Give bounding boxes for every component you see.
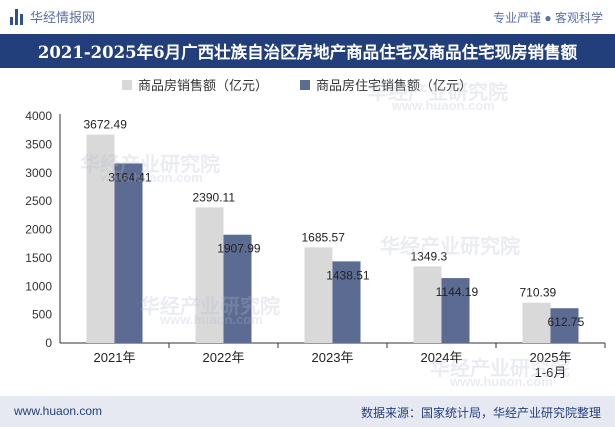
x-tick-label: 2024年 [421,350,463,365]
y-tick-label: 2000 [25,223,52,237]
bar [223,234,252,343]
data-label: 3164.41 [108,170,152,184]
footer-url[interactable]: www.huaon.com [14,404,103,418]
bar [195,207,224,343]
chart-title: 2021-2025年6月广西壮族自治区房地产商品住宅及商品住宅现房销售额 [37,43,578,62]
bar [550,308,579,343]
data-label: 2390.11 [193,190,236,204]
data-label: 1438.51 [326,268,370,282]
bar [522,302,551,343]
data-label: 1349.3 [411,249,448,263]
y-tick-label: 2500 [25,194,52,208]
data-label: 1907.99 [217,242,261,256]
data-label: 1685.57 [302,230,346,244]
brand: 华经情报网 [10,7,95,26]
data-label: 1144.19 [436,285,479,299]
y-tick-label: 1000 [25,279,52,293]
y-tick-label: 1500 [25,251,52,265]
data-label: 612.75 [548,315,585,329]
legend-label: 商品房住宅销售额（亿元） [316,78,472,93]
y-tick-label: 4000 [25,109,52,123]
legend-swatch [300,80,310,90]
bar [114,163,143,343]
top-bar: 华经情报网 专业严谨 ● 客观科学 [0,0,615,34]
x-tick-label: 1-6月 [535,365,567,380]
x-tick-label: 2025年 [530,350,572,365]
y-tick-label: 0 [45,336,52,350]
bar-chart-icon [10,8,24,25]
y-tick-label: 3000 [25,166,52,180]
legend-swatch [122,80,132,90]
bar [332,261,361,343]
y-tick-label: 500 [32,308,52,322]
y-tick-label: 3500 [25,137,52,151]
bar [86,134,115,343]
slogan: 专业严谨 ● 客观科学 [493,11,603,25]
bar [413,266,442,343]
data-source: 数据来源：国家统计局，华经产业研究院整理 [360,406,601,420]
data-label: 3672.49 [84,118,128,132]
title-bar: 2021-2025年6月广西壮族自治区房地产商品住宅及商品住宅现房销售额 [0,34,615,68]
x-tick-label: 2023年 [312,350,354,365]
legend-label: 商品房销售额（亿元） [138,78,268,93]
bar [441,278,470,343]
bar [304,247,333,343]
data-label: 710.39 [520,286,557,300]
x-tick-label: 2022年 [203,350,245,365]
bar-chart: 商品房销售额（亿元） 商品房住宅销售额（亿元） 0 500 1000 1500 2000 25… [25,78,606,380]
x-tick-label: 2021年 [94,350,136,365]
footer: www.huaon.com 数据来源：国家统计局，华经产业研究院整理 [0,396,615,427]
brand-name: 华经情报网 [30,10,96,25]
